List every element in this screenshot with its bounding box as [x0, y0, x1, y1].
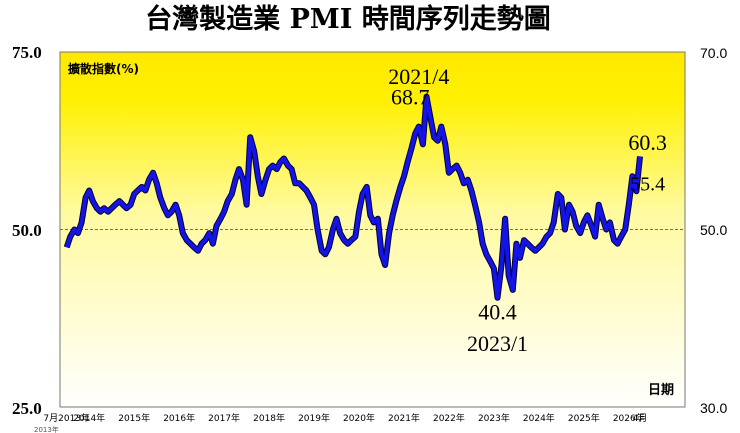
x-tick-label: 2020年	[343, 412, 375, 424]
x-tick-label: 2016年	[163, 412, 195, 424]
cut-off-tick-label: 2013年	[34, 425, 59, 433]
y-tick-left-bottom: 25.0	[12, 399, 42, 418]
x-tick-label: 2026年	[613, 412, 645, 424]
x-tick-label: 2022年	[433, 412, 465, 424]
chart-title: 台灣製造業 PMI 時間序列走勢圖	[145, 3, 551, 35]
x-tick-label: 4月	[633, 413, 648, 424]
annotation-label: 68.7	[391, 85, 430, 110]
x-tick-label: 2025年	[568, 412, 600, 424]
y-tick-right-bottom: 30.0	[700, 400, 727, 416]
annotation-label: 2021/4	[388, 64, 449, 89]
x-tick-label: 2021年	[388, 412, 420, 424]
x-axis-label: 日期	[648, 383, 674, 398]
annotation-label: 40.4	[478, 300, 517, 325]
x-tick-label: 2018年	[253, 412, 285, 424]
y-axis-label: 擴散指數(%)	[68, 61, 139, 76]
annotation-label: 55.4	[630, 173, 665, 195]
annotation-label: 60.3	[628, 130, 667, 155]
x-tick-label: 2024年	[523, 412, 555, 424]
annotations: 2021/468.7 60.3 55.4 40.4 2023/1	[388, 64, 667, 356]
x-tick-label: 2019年	[298, 412, 330, 424]
y-tick-right-top: 70.0	[700, 45, 727, 61]
x-tick-label: 2023年	[478, 412, 510, 424]
y-tick-right-mid: 50.0	[700, 222, 727, 238]
x-tick-label: 2017年	[208, 412, 240, 424]
y-tick-left-mid: 50.0	[12, 221, 42, 240]
series-layer	[63, 93, 643, 301]
x-tick-label: 2015年	[118, 412, 150, 424]
x-tick-label: 7月2013年	[43, 412, 90, 424]
y-tick-left-top: 75.0	[12, 43, 42, 62]
annotation-label: 2023/1	[467, 331, 528, 356]
x-tick-label: 2014年	[73, 412, 105, 424]
series-line	[64, 94, 642, 300]
